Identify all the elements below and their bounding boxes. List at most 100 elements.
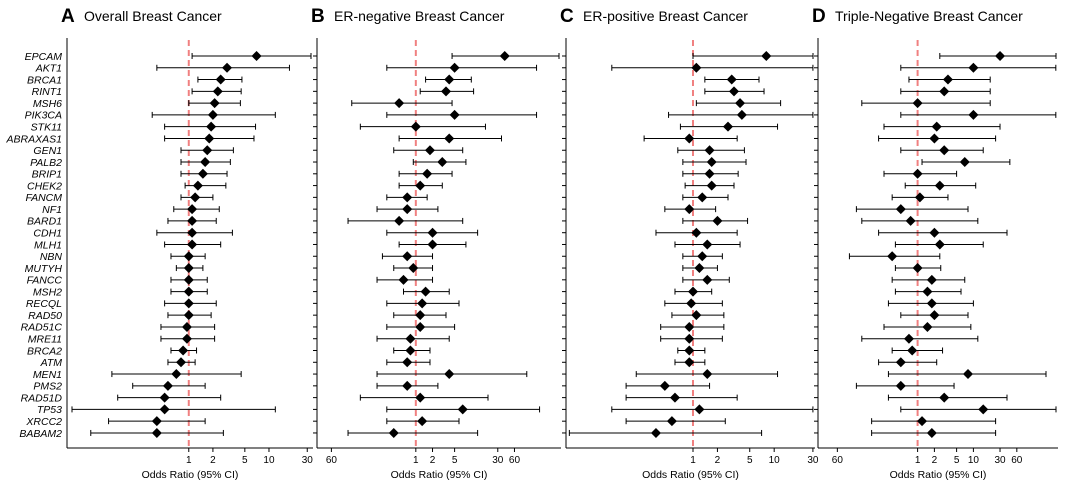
point-estimate-marker	[706, 180, 717, 191]
data-row	[704, 74, 760, 85]
point-estimate-marker	[887, 251, 898, 262]
x-tick-label: 30	[302, 455, 314, 466]
data-row	[695, 98, 782, 109]
point-estimate-marker	[415, 180, 426, 191]
point-estimate-marker	[694, 404, 705, 415]
gene-label: FANCC	[27, 275, 63, 287]
data-row	[386, 109, 538, 120]
data-row	[625, 380, 711, 391]
data-row	[677, 345, 706, 356]
point-estimate-marker	[929, 133, 940, 144]
data-row	[671, 310, 725, 321]
data-row	[904, 180, 977, 191]
data-row	[878, 133, 997, 144]
data-row	[419, 86, 475, 97]
data-row	[887, 369, 1047, 380]
gene-label: ABRAXAS1	[6, 133, 62, 145]
point-estimate-marker	[183, 274, 194, 285]
panel-title: Overall Breast Cancer	[84, 8, 222, 24]
panel-letter: C	[560, 6, 574, 27]
point-estimate-marker	[424, 145, 435, 156]
data-row	[891, 274, 966, 285]
data-row	[900, 310, 969, 321]
data-row	[568, 427, 763, 438]
data-row	[878, 357, 938, 368]
data-row	[191, 51, 312, 61]
point-estimate-marker	[215, 74, 226, 85]
data-row	[682, 263, 718, 274]
data-row	[871, 416, 997, 427]
point-estimate-marker	[895, 204, 906, 215]
gene-label: RECQL	[26, 298, 62, 310]
data-row	[164, 133, 255, 144]
point-estimate-marker	[402, 192, 413, 203]
point-estimate-marker	[926, 274, 937, 285]
gene-label: BRCA1	[27, 74, 62, 86]
point-estimate-marker	[912, 263, 923, 274]
data-row	[398, 168, 453, 179]
point-estimate-marker	[736, 109, 747, 120]
data-row	[359, 121, 486, 132]
data-row	[871, 427, 997, 438]
x-tick-label: 2	[210, 455, 216, 466]
data-row	[894, 263, 942, 274]
point-estimate-marker	[388, 427, 399, 438]
data-row	[704, 86, 765, 97]
data-row	[376, 274, 434, 285]
gene-label: MRE11	[28, 334, 62, 346]
point-estimate-marker	[183, 286, 194, 297]
point-estimate-marker	[197, 168, 208, 179]
point-estimate-marker	[206, 121, 217, 132]
data-row	[197, 74, 243, 85]
point-estimate-marker	[934, 180, 945, 191]
point-estimate-marker	[704, 145, 715, 156]
point-estimate-marker	[931, 121, 942, 132]
point-estimate-marker	[939, 392, 950, 403]
point-estimate-marker	[895, 357, 906, 368]
point-estimate-marker	[415, 321, 426, 332]
point-estimate-marker	[183, 251, 194, 262]
data-row	[398, 180, 443, 191]
data-row	[386, 404, 541, 415]
data-row	[170, 251, 206, 262]
data-row	[173, 204, 220, 215]
point-estimate-marker	[181, 333, 192, 344]
data-row	[635, 369, 779, 380]
x-tick-label: 5	[242, 455, 248, 466]
data-row	[682, 157, 747, 168]
point-estimate-marker	[684, 204, 695, 215]
point-estimate-marker	[402, 204, 413, 215]
point-estimate-marker	[417, 416, 428, 427]
point-estimate-marker	[212, 86, 223, 97]
point-estimate-marker	[427, 227, 438, 238]
data-row	[184, 180, 227, 191]
point-estimate-marker	[684, 321, 695, 332]
data-row	[682, 192, 729, 203]
point-estimate-marker	[183, 310, 194, 321]
data-row	[900, 145, 984, 156]
data-row	[167, 310, 212, 321]
data-row	[175, 263, 204, 274]
point-estimate-marker	[202, 145, 213, 156]
point-estimate-marker	[735, 98, 746, 109]
point-estimate-marker	[402, 357, 413, 368]
data-row	[679, 121, 779, 132]
point-estimate-marker	[691, 62, 702, 73]
point-estimate-marker	[444, 369, 455, 380]
point-estimate-marker	[171, 369, 182, 380]
point-estimate-marker	[995, 51, 1006, 61]
point-estimate-marker	[669, 392, 680, 403]
data-row	[386, 321, 456, 332]
point-estimate-marker	[162, 380, 173, 391]
x-tick-label: 60	[509, 455, 521, 466]
x-axis-title: Odds Ratio (95% CI)	[890, 469, 987, 481]
data-row	[677, 145, 745, 156]
data-row	[398, 239, 467, 250]
point-estimate-marker	[712, 215, 723, 226]
data-row	[883, 321, 972, 332]
point-estimate-marker	[415, 310, 426, 321]
point-estimate-marker	[499, 51, 510, 61]
x-tick-label: 2	[932, 455, 938, 466]
data-row	[660, 333, 723, 344]
point-estimate-marker	[394, 215, 405, 226]
